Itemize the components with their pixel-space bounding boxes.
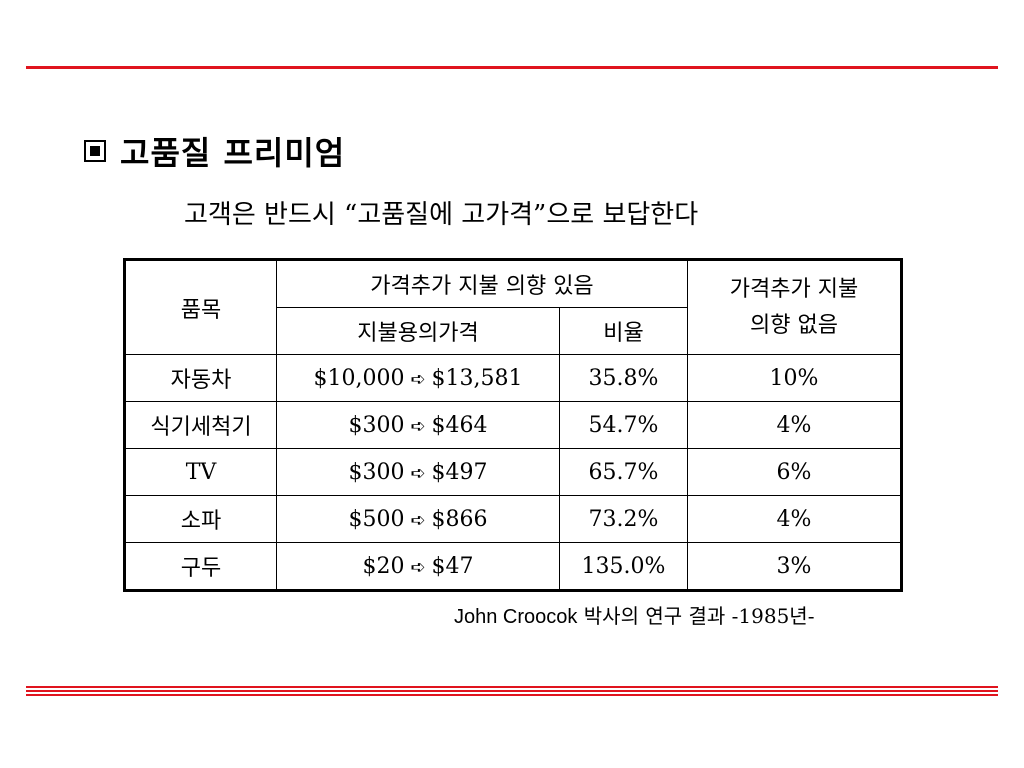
top-red-rule [26,66,998,69]
slide-title: 고품질 프리미엄 [84,128,345,174]
header-row-2: 지불용의가격 비율 [125,307,902,355]
price-from: $500 [348,506,405,532]
cell-not-willing: 4% [687,495,902,543]
cell-price: $10,000 ➪ $13,581 [276,354,560,402]
price-to: $866 [431,506,488,532]
square-bullet-icon [84,140,106,162]
cell-ratio: 35.8% [559,354,688,402]
cell-not-willing: 4% [687,401,902,449]
price-from: $20 [362,553,405,579]
table-row: 자동차 $10,000 ➪ $13,581 35.8% 10% [124,354,902,402]
table-row: 식기세척기 $300 ➪ $464 54.7% 4% [124,401,902,449]
footnote: John Croocok 박사의 연구 결과 -1985년- [454,600,814,629]
arrow-right-icon: ➪ [410,368,426,390]
price-survey-table: 품목 가격추가 지불 의향 있음 가격추가 지불 의향 없음 지불용의가격 비율… [123,258,903,592]
cell-price: $500 ➪ $866 [276,495,560,543]
cell-price: $20 ➪ $47 [276,542,560,591]
bottom-red-rules [26,686,998,698]
price-to: $497 [431,459,488,485]
bottom-rule-line [26,690,998,692]
footnote-text: 박사의 연구 결과 -1985년- [577,604,815,628]
cell-ratio: 135.0% [559,542,688,591]
header-ratio: 비율 [559,307,688,355]
cell-item: 소파 [124,495,277,543]
price-from: $300 [348,412,405,438]
price-to: $47 [431,553,474,579]
cell-ratio: 73.2% [559,495,688,543]
arrow-right-icon: ➪ [410,415,426,437]
bottom-rule-line [26,694,998,696]
cell-ratio: 54.7% [559,401,688,449]
cell-item: 구두 [124,542,277,591]
arrow-right-icon: ➪ [410,509,426,531]
header-not-willing-text: 가격추가 지불 의향 없음 [729,276,859,338]
table-row: 구두 $20 ➪ $47 135.0% 3% [124,542,902,591]
price-from: $10,000 [313,365,405,391]
cell-not-willing: 6% [687,448,902,496]
bottom-rule-line [26,686,998,688]
subtitle: 고객은 반드시 “고품질에 고가격”으로 보답한다 [184,200,699,230]
header-price: 지불용의가격 [276,307,560,355]
arrow-right-icon: ➪ [410,556,426,578]
header-row-1: 품목 가격추가 지불 의향 있음 가격추가 지불 의향 없음 [124,259,902,355]
cell-item: 식기세척기 [124,401,277,449]
cell-item: 자동차 [124,354,277,402]
header-item: 품목 [124,259,277,355]
cell-not-willing: 3% [687,542,902,591]
cell-price: $300 ➪ $464 [276,401,560,449]
table-row: 소파 $500 ➪ $866 73.2% 4% [124,495,902,543]
cell-ratio: 65.7% [559,448,688,496]
arrow-right-icon: ➪ [410,462,426,484]
price-from: $300 [348,459,405,485]
cell-not-willing: 10% [687,354,902,402]
footnote-author: John Croocok [454,606,578,628]
header-willing: 가격추가 지불 의향 있음 [276,259,688,308]
header-not-willing: 가격추가 지불 의향 없음 [687,259,902,355]
price-to: $13,581 [431,365,523,391]
title-text: 고품질 프리미엄 [120,134,346,172]
price-to: $464 [431,412,488,438]
table-row: TV $300 ➪ $497 65.7% 6% [124,448,902,496]
cell-price: $300 ➪ $497 [276,448,560,496]
cell-item: TV [124,448,277,496]
